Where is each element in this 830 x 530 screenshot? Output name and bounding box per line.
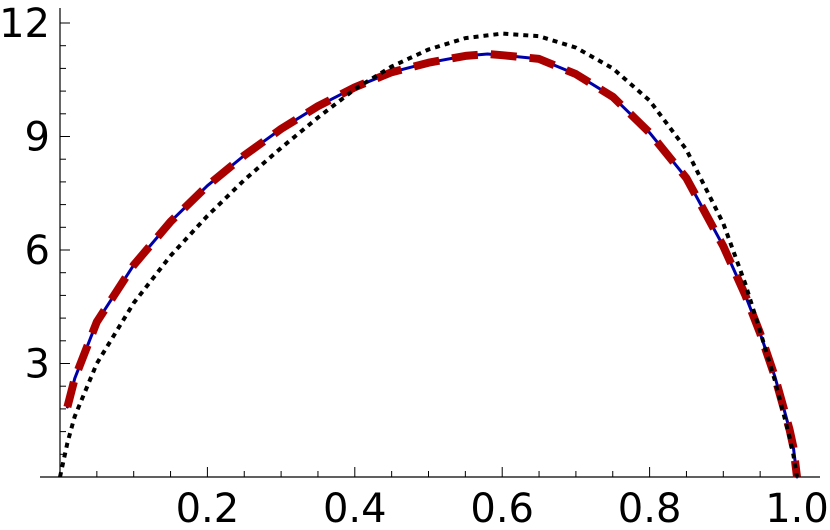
plot-area xyxy=(58,31,801,479)
y-tick-label: 3 xyxy=(25,342,50,388)
series-line-dotted xyxy=(58,31,799,478)
series-line-solid xyxy=(65,52,799,479)
series-line-dashed xyxy=(63,50,801,478)
y-tick-label: 9 xyxy=(25,115,50,161)
axes xyxy=(40,8,820,478)
y-tick-label: 6 xyxy=(25,228,50,274)
x-tick-label: 1.0 xyxy=(765,486,829,530)
x-tick-label: 0.8 xyxy=(618,486,682,530)
x-tick-label: 0.2 xyxy=(176,486,240,530)
x-tick-label: 0.6 xyxy=(470,486,534,530)
y-tick-label: 12 xyxy=(0,1,50,47)
x-tick-label: 0.4 xyxy=(323,486,387,530)
